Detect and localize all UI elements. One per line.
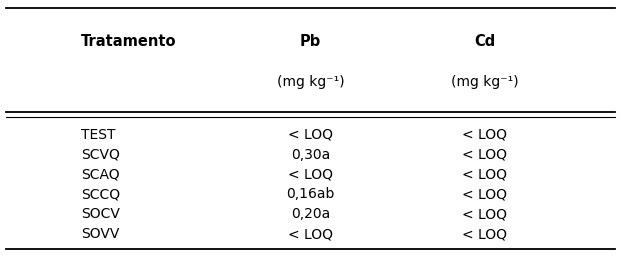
Text: < LOQ: < LOQ (462, 128, 507, 142)
Text: < LOQ: < LOQ (462, 227, 507, 241)
Text: 0,16ab: 0,16ab (286, 187, 335, 201)
Text: < LOQ: < LOQ (462, 168, 507, 181)
Text: < LOQ: < LOQ (462, 187, 507, 201)
Text: < LOQ: < LOQ (462, 207, 507, 221)
Text: TEST: TEST (81, 128, 116, 142)
Text: SCVQ: SCVQ (81, 148, 120, 161)
Text: Pb: Pb (300, 34, 321, 49)
Text: (mg kg⁻¹): (mg kg⁻¹) (277, 75, 344, 89)
Text: SOCV: SOCV (81, 207, 120, 221)
Text: SOVV: SOVV (81, 227, 119, 241)
Text: < LOQ: < LOQ (288, 227, 333, 241)
Text: SCCQ: SCCQ (81, 187, 120, 201)
Text: Cd: Cd (474, 34, 495, 49)
Text: < LOQ: < LOQ (288, 128, 333, 142)
Text: 0,20a: 0,20a (291, 207, 330, 221)
Text: Tratamento: Tratamento (81, 34, 176, 49)
Text: < LOQ: < LOQ (288, 168, 333, 181)
Text: 0,30a: 0,30a (291, 148, 330, 161)
Text: < LOQ: < LOQ (462, 148, 507, 161)
Text: (mg kg⁻¹): (mg kg⁻¹) (451, 75, 518, 89)
Text: SCAQ: SCAQ (81, 168, 119, 181)
